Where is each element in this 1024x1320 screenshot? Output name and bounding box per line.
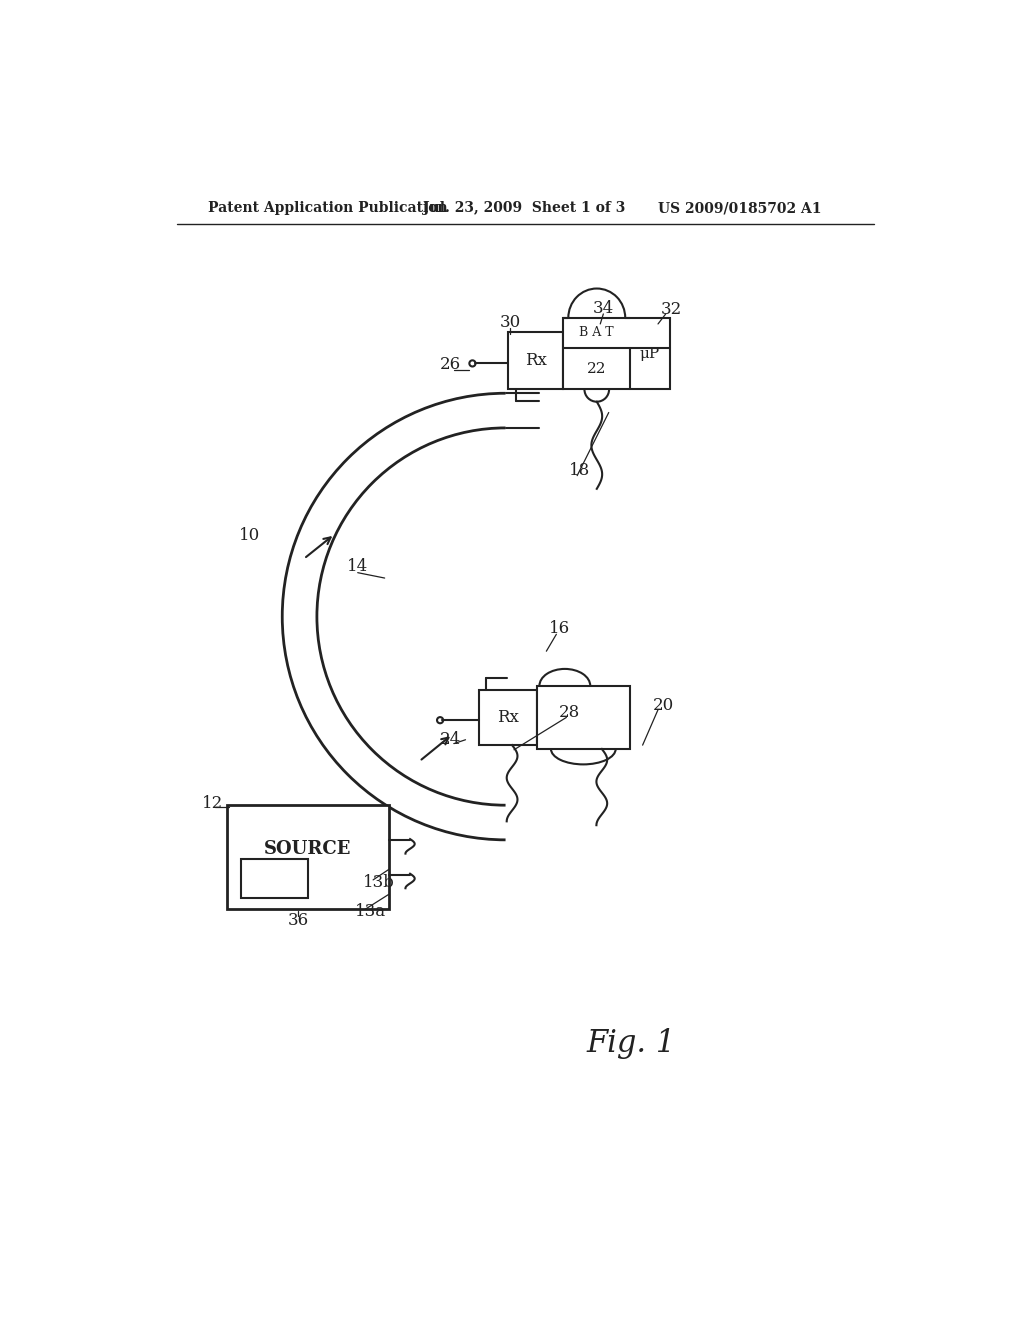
Text: 24: 24	[439, 731, 461, 748]
Text: 22: 22	[587, 362, 606, 376]
Text: 34: 34	[593, 300, 614, 317]
Bar	[508, 331, 563, 389]
Text: SOURCE: SOURCE	[264, 840, 351, 858]
Text: 14: 14	[347, 558, 369, 576]
Text: 12: 12	[203, 795, 223, 812]
Bar	[241, 859, 307, 898]
Text: 16: 16	[549, 619, 570, 636]
Text: Rx: Rx	[498, 709, 519, 726]
Text: 13a: 13a	[355, 903, 386, 920]
Text: 20: 20	[652, 697, 674, 714]
Bar	[479, 689, 538, 744]
Text: Fig. 1: Fig. 1	[587, 1028, 676, 1060]
Text: 10: 10	[240, 527, 260, 544]
Text: 18: 18	[569, 462, 590, 479]
Text: 13b: 13b	[362, 874, 394, 891]
Bar	[538, 686, 630, 748]
Text: 30: 30	[500, 314, 521, 331]
Text: B A T: B A T	[580, 326, 614, 339]
Text: 32: 32	[662, 301, 682, 318]
Text: 28: 28	[559, 705, 580, 721]
Text: 26: 26	[439, 356, 461, 374]
Text: Jul. 23, 2009  Sheet 1 of 3: Jul. 23, 2009 Sheet 1 of 3	[423, 202, 626, 215]
Text: μP: μP	[640, 347, 659, 360]
Text: Patent Application Publication: Patent Application Publication	[208, 202, 447, 215]
Bar	[563, 318, 670, 389]
Bar	[226, 805, 388, 909]
Text: 36: 36	[288, 912, 309, 929]
Text: Rx: Rx	[524, 352, 547, 370]
Text: US 2009/0185702 A1: US 2009/0185702 A1	[658, 202, 821, 215]
